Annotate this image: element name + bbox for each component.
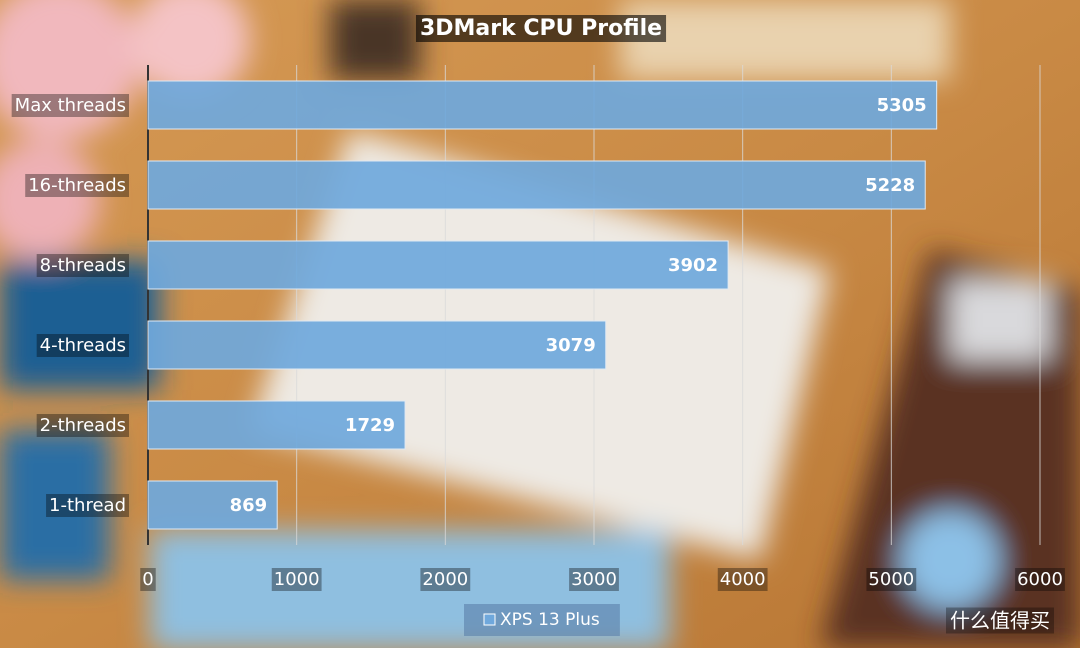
bar <box>147 80 938 130</box>
x-tick-label: 5000 <box>868 569 914 590</box>
label-backdrop <box>420 568 471 591</box>
label-backdrop <box>946 607 1054 634</box>
label-backdrop <box>11 94 129 117</box>
label-backdrop <box>717 568 768 591</box>
x-tick-label: 0 <box>142 569 153 590</box>
value-label: 5228 <box>865 175 915 196</box>
label-backdrop <box>25 174 129 197</box>
label-backdrop <box>46 494 129 517</box>
label-backdrop <box>866 568 917 591</box>
y-tick-label: 16-threads <box>28 175 126 196</box>
y-tick-label: Max threads <box>15 95 126 116</box>
bar <box>147 240 729 290</box>
chart-title: 3DMark CPU Profile <box>420 16 662 41</box>
label-backdrop <box>36 414 129 437</box>
x-tick-label: 4000 <box>720 569 766 590</box>
x-tick-label: 2000 <box>422 569 468 590</box>
legend-item: XPS 13 Plus <box>464 604 620 636</box>
bar <box>147 400 406 450</box>
legend-label: XPS 13 Plus <box>500 610 600 630</box>
bar <box>147 160 926 210</box>
value-label: 869 <box>230 495 268 516</box>
y-tick-label: 4-threads <box>40 335 126 356</box>
label-backdrop <box>569 568 619 591</box>
label-backdrop <box>36 334 129 357</box>
y-tick-label: 2-threads <box>40 415 126 436</box>
value-label: 1729 <box>345 415 395 436</box>
x-tick-label: 3000 <box>571 569 617 590</box>
legend-swatch <box>483 613 496 626</box>
label-backdrop <box>1015 568 1065 591</box>
label-backdrop <box>415 15 667 42</box>
y-tick-label: 1-thread <box>49 495 126 516</box>
label-backdrop <box>271 568 322 591</box>
x-tick-label: 6000 <box>1017 569 1063 590</box>
bar <box>147 480 278 530</box>
x-tick-label: 1000 <box>274 569 320 590</box>
watermark: 什么值得买 <box>950 609 1050 633</box>
y-tick-label: 8-threads <box>40 255 126 276</box>
value-label: 3902 <box>668 255 718 276</box>
label-backdrop <box>36 254 129 277</box>
label-backdrop <box>140 568 156 591</box>
plot-area: 0 1000 2000 3000 4000 5000 6000 Max threads 16-t… <box>11 15 1065 636</box>
value-label: 5305 <box>877 95 927 116</box>
value-label: 3079 <box>546 335 596 356</box>
bar <box>147 320 607 370</box>
